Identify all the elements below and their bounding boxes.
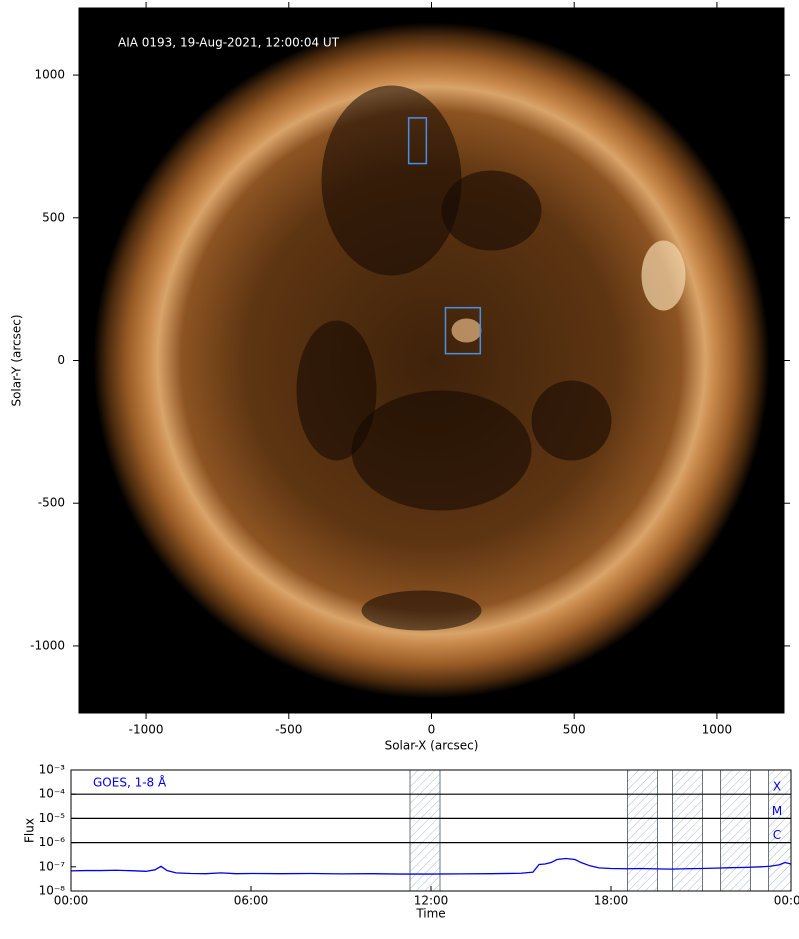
- x-tick-label: 00:00: [54, 894, 89, 908]
- coronal-hole: [441, 170, 542, 251]
- shaded-interval: [672, 769, 703, 892]
- annotation: AIA 0193, 19-Aug-2021, 12:00:04 UT: [118, 36, 340, 50]
- x-tick-label: 1000: [702, 723, 733, 737]
- coronal-hole: [321, 85, 462, 276]
- y-tick-label: 500: [42, 210, 65, 224]
- x-tick-label: 0: [428, 723, 436, 737]
- legend-label: GOES, 1-8 Å: [93, 775, 167, 790]
- y-tick-label: 0: [57, 353, 65, 367]
- x-tick-label: -500: [275, 723, 302, 737]
- solar-image: [93, 22, 770, 699]
- x-tick-label: 18:00: [594, 894, 629, 908]
- shaded-interval: [627, 769, 658, 892]
- x-tick-label: 12:00: [414, 894, 449, 908]
- y-tick-label: 10⁻⁴: [39, 787, 66, 801]
- y-tick-label: 10⁻⁵: [39, 811, 66, 825]
- y-axis-label: Flux: [23, 818, 37, 843]
- y-tick-label: 10⁻³: [39, 763, 66, 777]
- level-label: M: [772, 804, 782, 818]
- x-tick-label: 500: [563, 723, 586, 737]
- y-tick-label: -1000: [30, 638, 65, 652]
- coronal-hole: [361, 590, 482, 631]
- level-label: C: [773, 828, 781, 842]
- active-region: [451, 318, 482, 343]
- active-region: [641, 240, 686, 311]
- image-panel: -1000 -500 0 500 1000 -1000 -500 0 500 1000 AIA 01…: [10, 2, 790, 753]
- coronal-hole: [531, 380, 612, 461]
- y-tick-label: 1000: [34, 68, 65, 82]
- region-box: [444, 306, 482, 355]
- region-box: [407, 117, 428, 165]
- y-tick-label: -500: [38, 496, 65, 510]
- coronal-hole: [296, 320, 377, 461]
- coronal-hole: [351, 390, 532, 511]
- shaded-interval: [720, 769, 751, 892]
- x-axis-label: Solar-X (arcsec): [385, 739, 479, 753]
- x-axis-label: Time: [415, 907, 445, 921]
- sun-corona: [93, 22, 770, 699]
- y-tick-label: 10⁻⁷: [39, 859, 66, 873]
- y-tick-label: 10⁻⁶: [39, 835, 66, 849]
- x-tick-label: -1000: [129, 723, 164, 737]
- shaded-interval: [409, 769, 441, 892]
- y-tick-label: 10⁻⁸: [39, 884, 66, 898]
- y-axis-label: Solar-Y (arcsec): [10, 314, 24, 406]
- level-label: X: [773, 780, 781, 794]
- flux-line: [70, 857, 792, 875]
- x-tick-label: 00:00: [774, 894, 799, 908]
- x-tick-label: 06:00: [234, 894, 269, 908]
